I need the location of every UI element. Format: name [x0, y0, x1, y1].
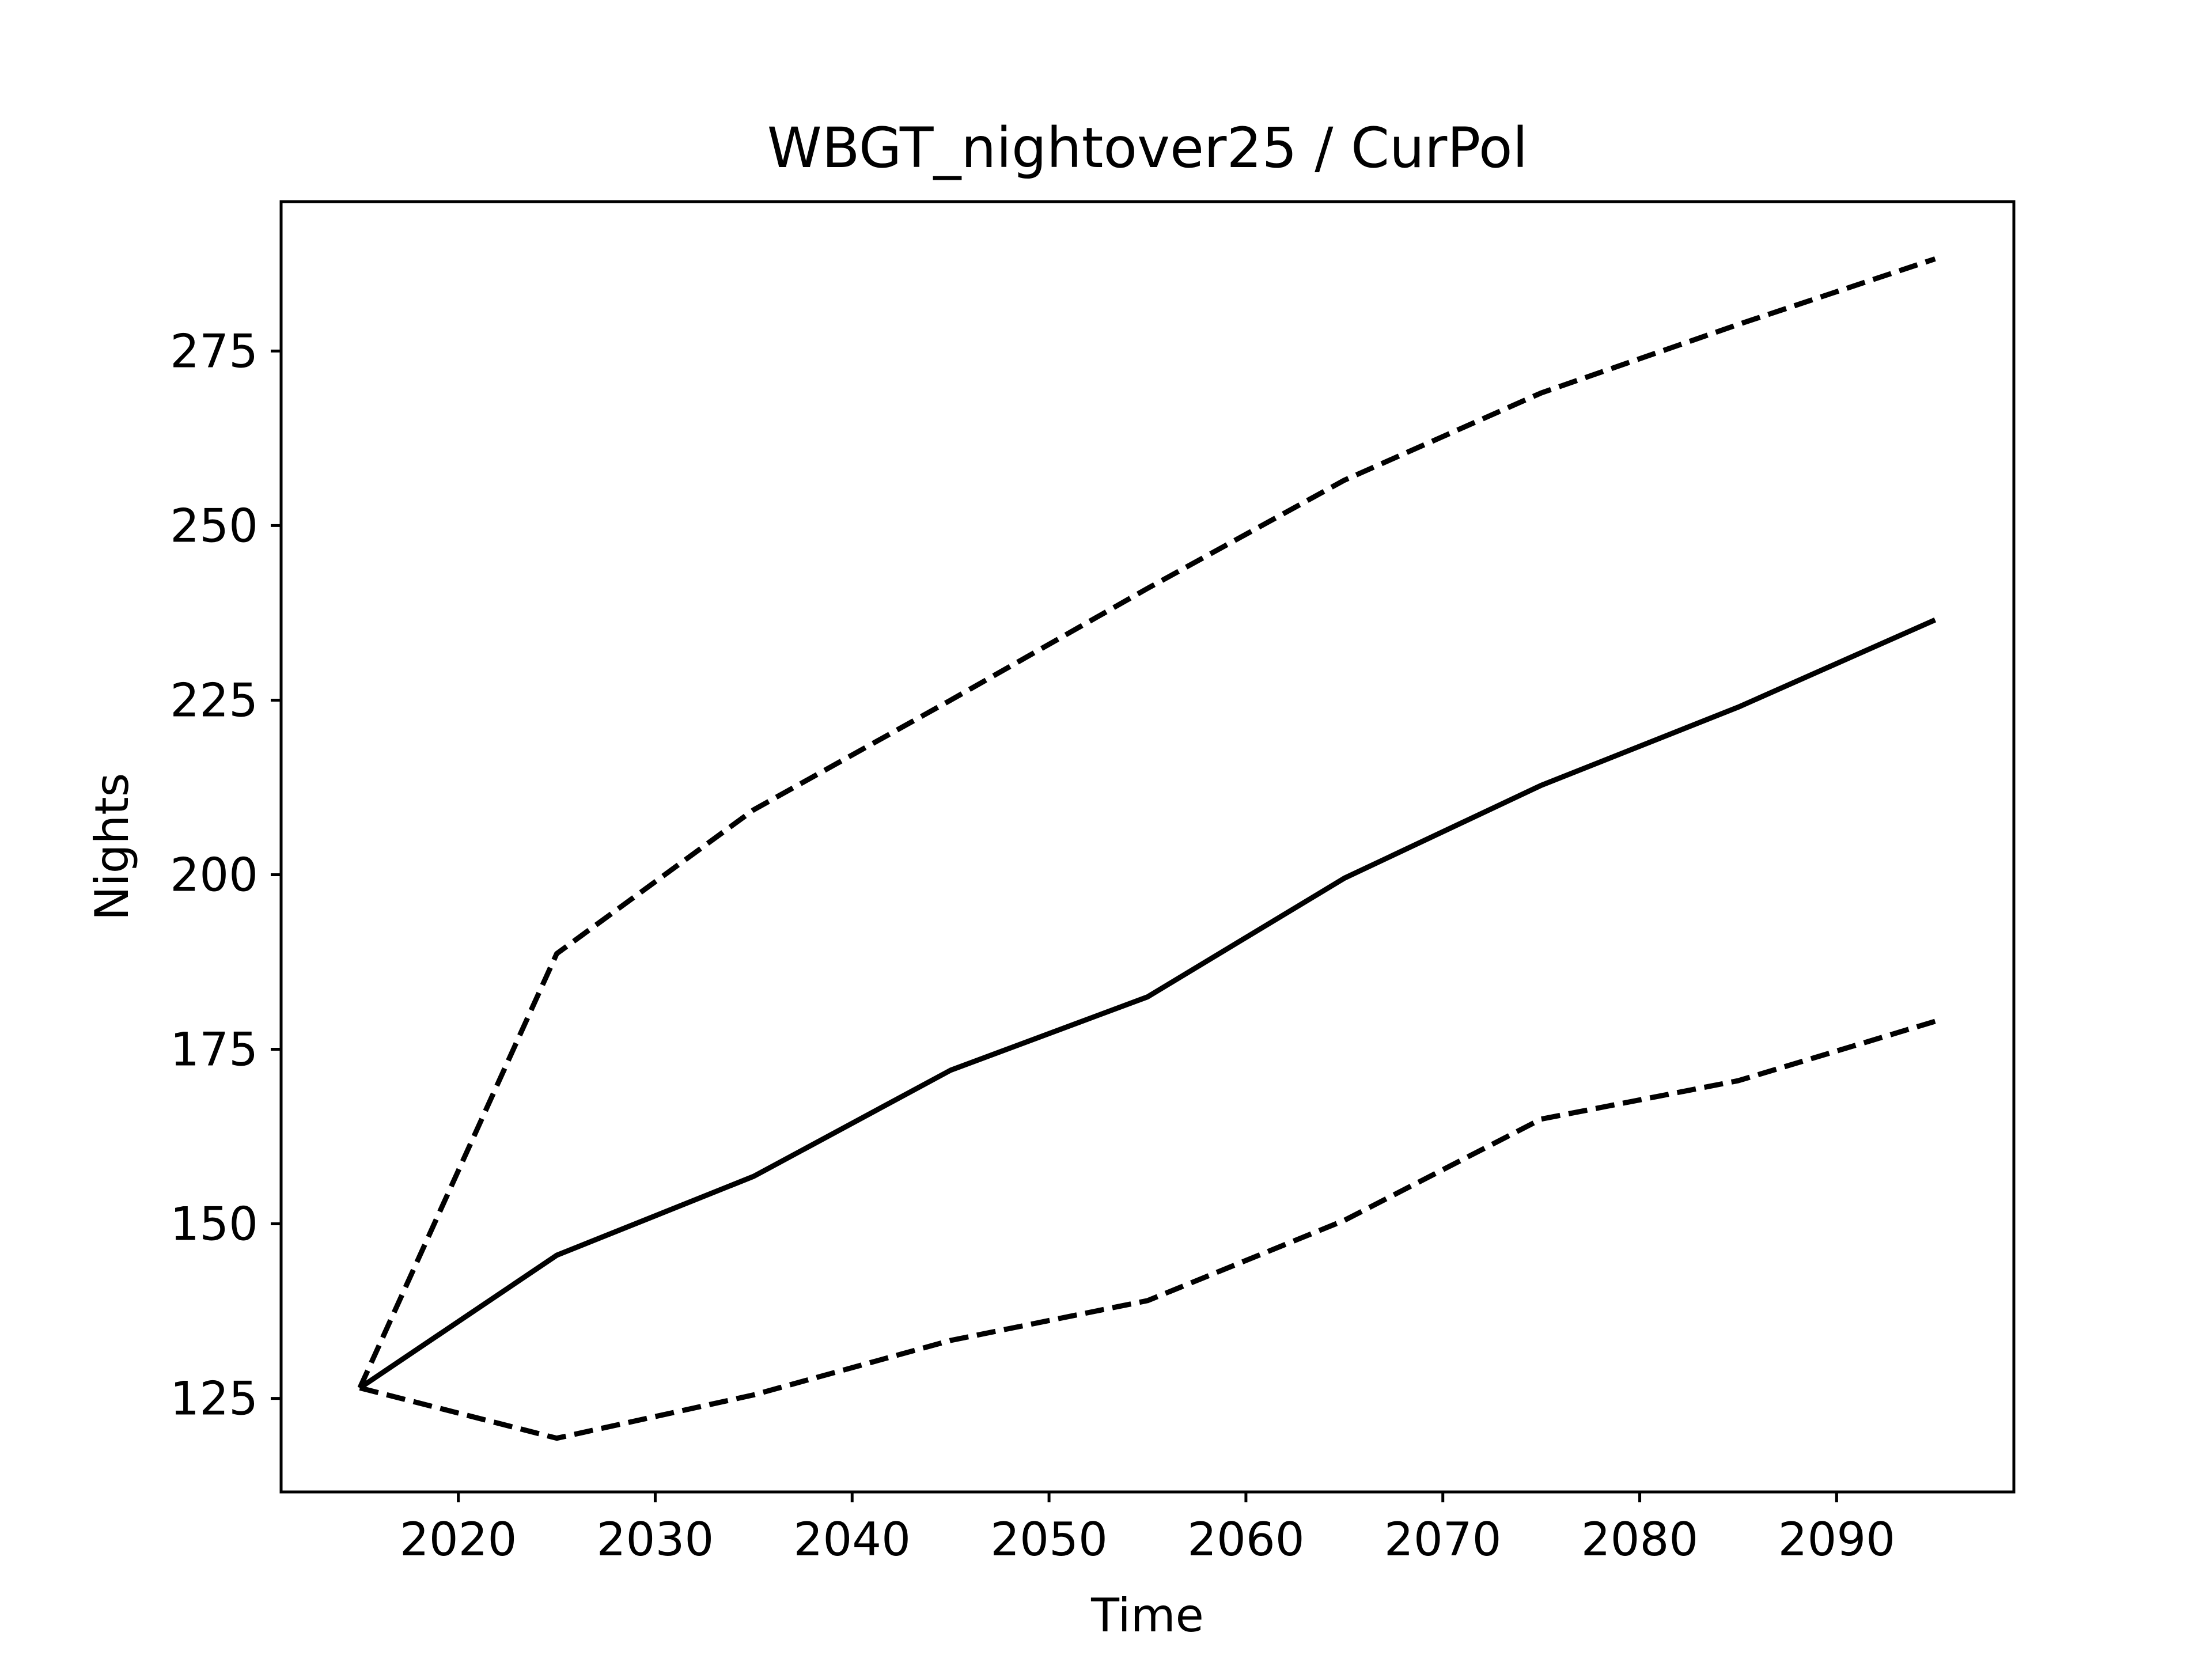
x-tick-label: 2090	[1778, 1513, 1896, 1566]
x-tick-label: 2070	[1384, 1513, 1502, 1566]
y-tick-label: 250	[170, 499, 258, 552]
x-tick-label: 2060	[1187, 1513, 1305, 1566]
plot-frame	[279, 200, 2016, 1494]
y-tick-label: 175	[170, 1023, 258, 1077]
series-line-0	[358, 617, 1937, 1391]
series-line-2	[359, 1018, 1936, 1441]
x-tick-label: 2050	[990, 1513, 1108, 1566]
y-tick-label: 275	[170, 324, 258, 378]
x-tick-label: 2020	[400, 1513, 517, 1566]
plot-marks	[357, 256, 1937, 1441]
x-tick-label: 2080	[1581, 1513, 1699, 1566]
y-tick-label: 225	[170, 673, 258, 727]
y-axis: 125 150 175 200 225 250 275	[170, 324, 281, 1426]
x-tick-label: 2030	[597, 1513, 714, 1566]
y-tick-label: 150	[170, 1198, 258, 1251]
y-tick-label: 125	[170, 1372, 258, 1426]
y-axis-label: Nights	[85, 773, 139, 921]
chart-title: WBGT_nightover25 / CurPol	[767, 116, 1528, 180]
series-line-1	[357, 256, 1936, 1389]
x-axis: 2020 2030 2040 2050 2060 2070 2080 2090	[400, 1492, 1895, 1566]
y-tick-label: 200	[170, 848, 258, 902]
x-tick-label: 2040	[793, 1513, 911, 1566]
x-axis-label: Time	[1090, 1589, 1204, 1642]
